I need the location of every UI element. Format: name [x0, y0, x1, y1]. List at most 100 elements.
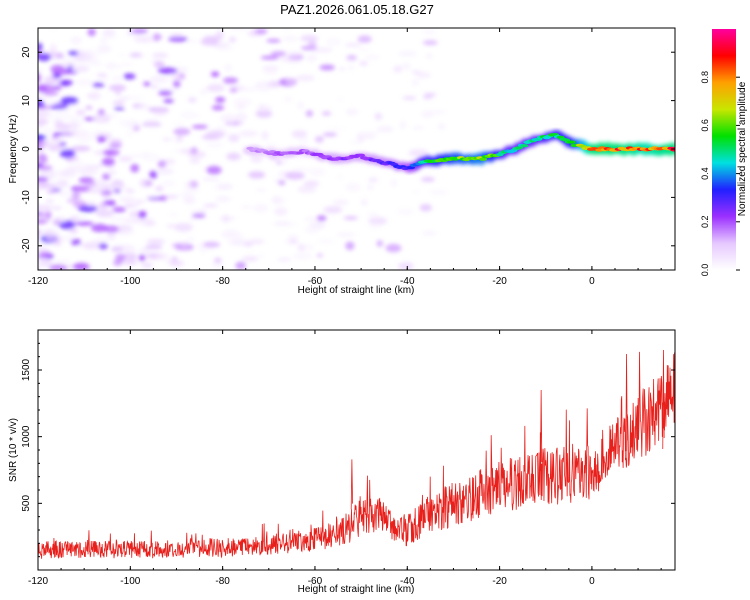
- noise-blob: [167, 87, 179, 93]
- noise-blob: [232, 98, 252, 107]
- colorbar: 0.0 0.2 0.4 0.6 0.8 Normalized spectral ampl…: [700, 29, 748, 276]
- noise-blob: [38, 143, 39, 145]
- noise-blob: [163, 99, 174, 103]
- ridge-point: [567, 140, 576, 144]
- noise-blob: [155, 185, 164, 192]
- x-tick-label: -120: [28, 276, 48, 287]
- noise-blob: [61, 80, 70, 87]
- noise-blob: [82, 50, 96, 56]
- noise-blob: [105, 62, 117, 70]
- noise-blob: [211, 262, 225, 268]
- noise-blob: [113, 107, 125, 111]
- noise-blob: [69, 121, 79, 130]
- noise-blob: [187, 97, 197, 103]
- noise-blob: [201, 177, 221, 181]
- noise-blob: [186, 187, 200, 194]
- noise-blob: [199, 87, 208, 96]
- noise-blob: [192, 213, 206, 219]
- noise-blob: [261, 131, 269, 140]
- noise-blob: [44, 75, 58, 85]
- noise-blob: [361, 199, 368, 206]
- noise-blob: [50, 218, 68, 224]
- noise-blob: [102, 149, 120, 157]
- noise-blob: [38, 266, 39, 270]
- noise-blob: [364, 54, 381, 60]
- noise-blob: [419, 203, 432, 212]
- noise-blob: [38, 131, 39, 132]
- noise-blob: [226, 152, 241, 161]
- x-tick-label: -100: [120, 276, 140, 287]
- noise-blob: [55, 191, 71, 196]
- noise-blob: [306, 53, 317, 63]
- colorbar-gradient: [712, 29, 736, 270]
- noise-blob: [38, 156, 48, 164]
- noise-blob: [336, 232, 356, 237]
- snr-x-label: Height of straight line (km): [298, 584, 415, 595]
- noise-blob: [153, 61, 165, 68]
- noise-blob: [96, 135, 107, 143]
- noise-blob: [60, 96, 79, 105]
- noise-blob: [297, 101, 305, 110]
- colorbar-ticks: 0.0 0.2 0.4 0.6 0.8: [700, 71, 740, 276]
- noise-blob: [258, 253, 265, 259]
- y-tick-label: 20: [21, 46, 32, 58]
- noise-blob: [52, 85, 62, 90]
- noise-blob: [211, 71, 220, 77]
- noise-blob: [114, 88, 121, 96]
- noise-blob: [59, 235, 74, 242]
- noise-blob: [92, 82, 105, 88]
- noise-blob: [408, 149, 429, 157]
- noise-blob: [41, 143, 61, 148]
- noise-blob: [52, 73, 62, 79]
- noise-blob: [282, 28, 291, 32]
- noise-blob: [45, 235, 63, 243]
- noise-blob: [138, 102, 151, 111]
- noise-blob: [264, 142, 279, 147]
- noise-blob: [141, 262, 154, 268]
- noise-blob: [72, 65, 90, 73]
- noise-blob: [323, 206, 343, 214]
- noise-blob: [109, 139, 122, 146]
- noise-blob: [106, 185, 124, 190]
- noise-blob: [396, 208, 415, 216]
- noise-blob: [283, 95, 293, 104]
- noise-blob: [54, 120, 63, 125]
- colorbar-tick-label: 0.2: [700, 216, 710, 229]
- noise-blob: [357, 35, 372, 43]
- noise-blob: [200, 246, 207, 254]
- noise-blob: [38, 219, 46, 224]
- noise-blob: [112, 259, 123, 266]
- noise-blob: [390, 178, 398, 188]
- noise-blob: [146, 239, 165, 245]
- x-tick-label: 0: [589, 576, 595, 587]
- colorbar-label: Normalized spectral amplitude: [737, 81, 748, 216]
- noise-blob: [336, 174, 344, 180]
- noise-blob: [121, 248, 138, 255]
- noise-blob: [119, 196, 136, 203]
- noise-blob: [23, 218, 35, 226]
- noise-blob: [38, 241, 47, 248]
- noise-blob: [338, 67, 345, 71]
- x-tick-label: -20: [492, 276, 507, 287]
- noise-blob: [71, 215, 88, 221]
- noise-blob: [219, 216, 236, 221]
- noise-blob: [44, 137, 62, 143]
- noise-blob: [202, 241, 221, 248]
- noise-blob: [240, 204, 252, 210]
- noise-blob: [191, 125, 208, 129]
- noise-blob: [158, 90, 173, 96]
- noise-blob: [101, 157, 116, 166]
- noise-blob: [422, 40, 438, 46]
- noise-blob: [45, 199, 54, 203]
- noise-blob: [169, 259, 184, 268]
- noise-blob: [124, 123, 137, 130]
- noise-blob: [285, 222, 299, 227]
- noise-blob: [102, 173, 111, 181]
- noise-blob: [129, 54, 149, 58]
- noise-blob: [349, 139, 362, 145]
- noise-blob: [366, 185, 375, 189]
- noise-blob: [248, 238, 265, 245]
- noise-blob: [38, 205, 53, 211]
- noise-blob: [190, 147, 198, 155]
- y-tick-label: 10: [21, 95, 32, 107]
